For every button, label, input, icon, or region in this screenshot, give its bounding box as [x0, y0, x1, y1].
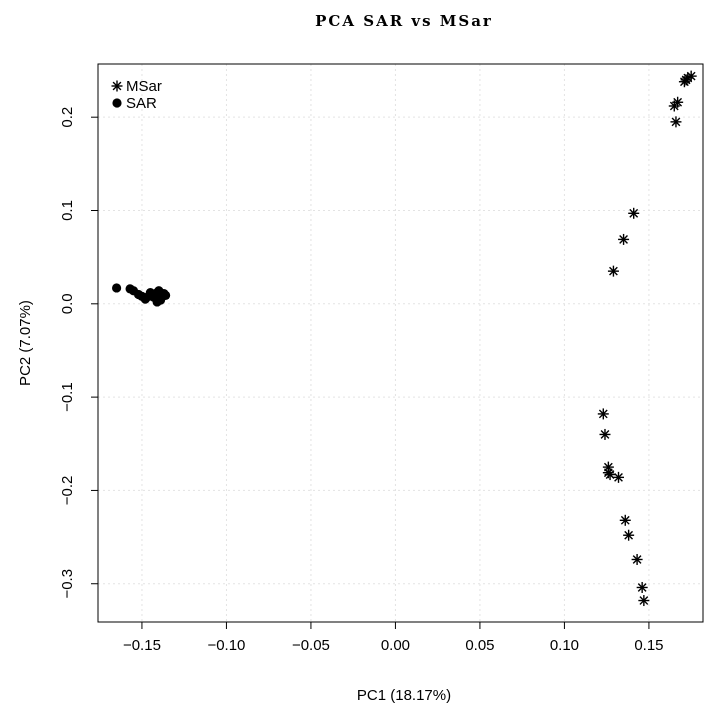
marker-stroke: [600, 430, 610, 439]
marker-stroke: [598, 409, 608, 419]
msar-point: [618, 233, 630, 245]
legend-msar-label: MSar: [126, 78, 162, 95]
chart-title: PCA SAR vs MSar: [315, 12, 493, 30]
y-tick-label: −0.2: [59, 476, 76, 506]
msar-point: [628, 207, 640, 219]
msar-point: [619, 514, 631, 526]
legend-msar-symbol: [111, 80, 123, 92]
msar-point: [607, 265, 619, 277]
msar-point: [668, 100, 680, 112]
x-axis-label: PC1 (18.17%): [357, 687, 451, 704]
msar-point: [604, 469, 616, 481]
marker-stroke: [620, 515, 630, 525]
y-tick-label: 0.2: [59, 107, 76, 128]
marker-stroke: [609, 266, 618, 276]
marker-stroke: [605, 470, 615, 479]
y-tick-label: 0.0: [59, 293, 76, 314]
marker-stroke: [681, 75, 691, 85]
x-tick-label: 0.15: [634, 637, 663, 654]
sar-point: [160, 290, 171, 301]
legend-sar-symbol: [112, 98, 122, 108]
marker-stroke: [669, 101, 679, 111]
marker-stroke: [671, 117, 681, 127]
marker-stroke: [637, 583, 647, 592]
y-axis-label: PC2 (7.07%): [17, 300, 34, 386]
msar-point: [680, 74, 692, 86]
msar-point: [631, 553, 643, 565]
msar-point: [597, 408, 609, 420]
marker-stroke: [632, 555, 642, 564]
msar-point: [613, 471, 625, 483]
plot-frame: [97, 63, 704, 623]
x-tick-label: 0.00: [381, 637, 410, 654]
msar-point: [636, 581, 648, 593]
x-tick-label: −0.15: [123, 637, 161, 654]
marker-stroke: [614, 472, 623, 482]
msar-point: [623, 529, 635, 541]
y-tick-label: −0.3: [59, 569, 76, 599]
sar-point: [152, 297, 162, 307]
msar-point: [638, 595, 650, 607]
sar-point: [111, 283, 122, 293]
y-tick-label: 0.1: [59, 200, 76, 221]
x-tick-label: −0.10: [207, 637, 245, 654]
x-axis: −0.15 −0.10 −0.05 0.00 0.05 0.10 0.15: [123, 622, 664, 654]
x-tick-label: −0.05: [292, 637, 330, 654]
marker-stroke: [112, 81, 122, 91]
marker-stroke: [619, 235, 628, 244]
marker-stroke: [629, 208, 639, 218]
data-points: [111, 70, 697, 607]
grid-lines: [98, 64, 703, 622]
y-tick-label: −0.1: [59, 382, 76, 412]
x-tick-label: 0.10: [550, 637, 579, 654]
marker-stroke: [624, 530, 634, 540]
msar-point: [670, 116, 682, 128]
marker-stroke: [639, 596, 649, 605]
msar-point: [599, 428, 611, 440]
legend-sar-label: SAR: [126, 95, 157, 112]
x-tick-label: 0.05: [465, 637, 494, 654]
y-axis: −0.3 −0.2 −0.1 0.0 0.1 0.2: [59, 107, 98, 599]
